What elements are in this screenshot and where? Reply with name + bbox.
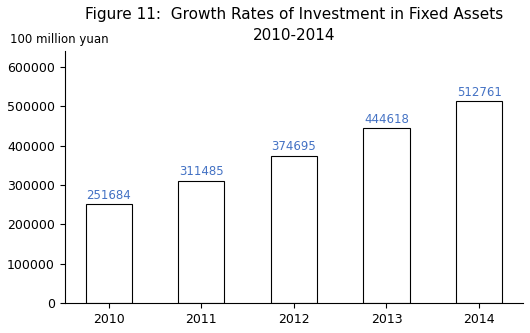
Text: 512761: 512761 bbox=[457, 86, 501, 99]
Text: 444618: 444618 bbox=[364, 113, 409, 126]
Bar bbox=[178, 180, 224, 303]
Bar bbox=[85, 204, 132, 303]
Text: 251684: 251684 bbox=[86, 189, 131, 202]
Text: 374695: 374695 bbox=[271, 140, 316, 153]
Title: Figure 11:  Growth Rates of Investment in Fixed Assets
2010-2014: Figure 11: Growth Rates of Investment in… bbox=[85, 7, 503, 43]
Bar bbox=[456, 101, 502, 303]
Bar bbox=[271, 156, 317, 303]
Bar bbox=[363, 128, 410, 303]
Text: 100 million yuan: 100 million yuan bbox=[10, 33, 108, 46]
Text: 311485: 311485 bbox=[179, 165, 224, 178]
